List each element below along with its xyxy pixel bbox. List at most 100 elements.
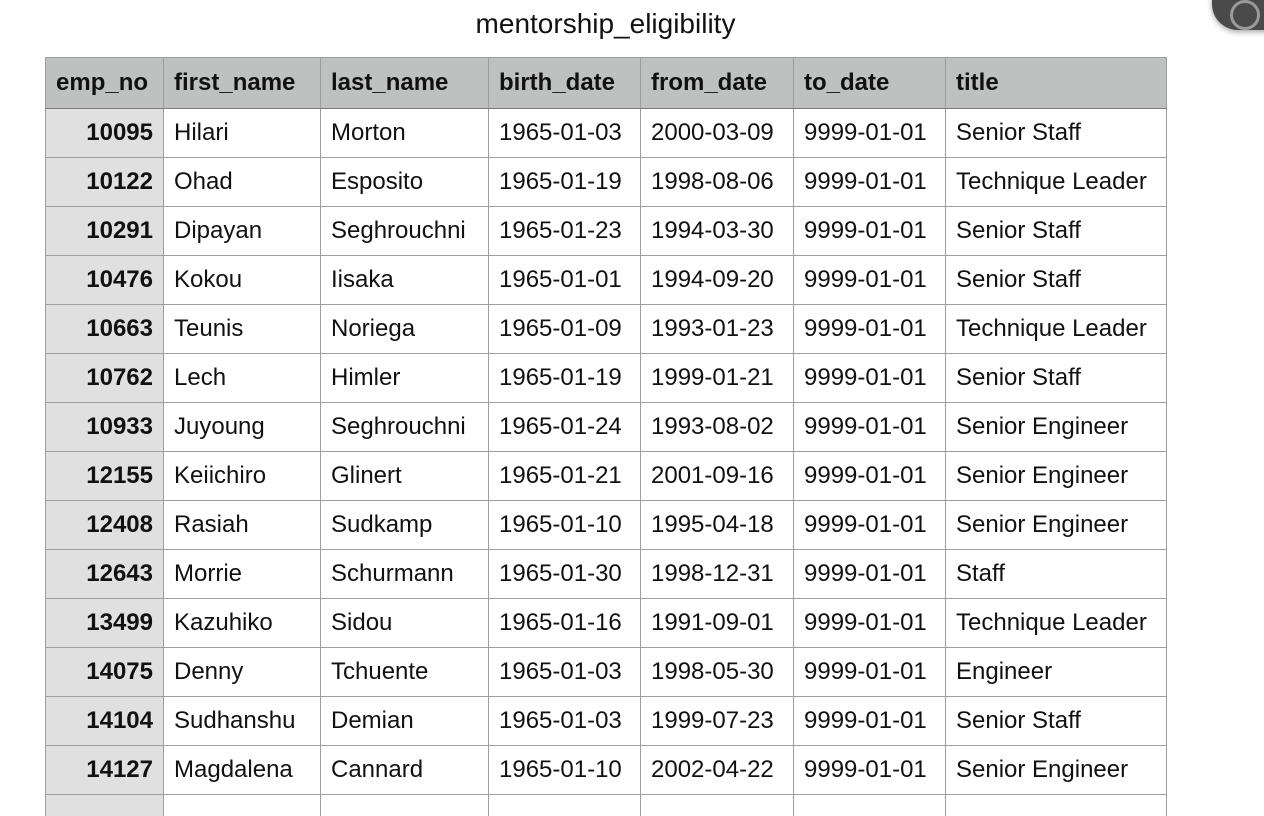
cell-from-date[interactable]: 2001-09-16 [640,451,794,501]
cell-birth-date[interactable]: 1965-01-23 [488,206,641,256]
cell-title[interactable]: Senior Staff [945,696,1167,746]
cell-last-name[interactable]: Schurmann [320,549,489,599]
cell-birth-date[interactable]: 1965-01-03 [488,647,641,697]
cell-birth-date[interactable]: 1965-01-03 [488,108,641,158]
cell-last-name[interactable]: Sudkamp [320,500,489,550]
cell-to-date[interactable]: 9999-01-01 [793,206,946,256]
cell-title[interactable]: Senior Engineer [945,500,1167,550]
cell-emp-no[interactable]: 10095 [45,108,164,158]
cell-title[interactable]: Senior Engineer [945,451,1167,501]
cell-first-name[interactable]: Hilari [163,108,321,158]
cell-first-name[interactable]: Teunis [163,304,321,354]
cell-first-name[interactable]: Morrie [163,549,321,599]
cell-title[interactable]: Senior Staff [945,353,1167,403]
cell-from-date[interactable] [640,794,794,816]
cell-birth-date[interactable] [488,794,641,816]
cell-title[interactable]: Senior Staff [945,255,1167,305]
cell-emp-no[interactable]: 12408 [45,500,164,550]
cell-first-name[interactable]: Rasiah [163,500,321,550]
cell-birth-date[interactable]: 1965-01-21 [488,451,641,501]
cell-first-name[interactable] [163,794,321,816]
cell-to-date[interactable] [793,794,946,816]
cell-last-name[interactable]: Tchuente [320,647,489,697]
cell-from-date[interactable]: 1998-12-31 [640,549,794,599]
cell-from-date[interactable]: 1994-09-20 [640,255,794,305]
cell-to-date[interactable]: 9999-01-01 [793,549,946,599]
cell-to-date[interactable]: 9999-01-01 [793,745,946,795]
cell-title[interactable]: Engineer [945,647,1167,697]
cell-emp-no[interactable]: 10291 [45,206,164,256]
cell-last-name[interactable]: Esposito [320,157,489,207]
cell-title[interactable] [945,794,1167,816]
cell-title[interactable]: Technique Leader [945,304,1167,354]
cell-first-name[interactable]: Juyoung [163,402,321,452]
cell-to-date[interactable]: 9999-01-01 [793,353,946,403]
cell-first-name[interactable]: Lech [163,353,321,403]
cell-first-name[interactable]: Ohad [163,157,321,207]
cell-emp-no[interactable]: 10476 [45,255,164,305]
cell-emp-no[interactable]: 14075 [45,647,164,697]
cell-birth-date[interactable]: 1965-01-24 [488,402,641,452]
cell-first-name[interactable]: Kokou [163,255,321,305]
cell-emp-no[interactable]: 12155 [45,451,164,501]
cell-to-date[interactable]: 9999-01-01 [793,696,946,746]
column-header-from-date[interactable]: from_date [640,57,794,109]
cell-birth-date[interactable]: 1965-01-09 [488,304,641,354]
column-header-birth-date[interactable]: birth_date [488,57,641,109]
column-header-to-date[interactable]: to_date [793,57,946,109]
cell-to-date[interactable]: 9999-01-01 [793,500,946,550]
cell-from-date[interactable]: 1993-08-02 [640,402,794,452]
cell-birth-date[interactable]: 1965-01-03 [488,696,641,746]
cell-to-date[interactable]: 9999-01-01 [793,647,946,697]
cell-from-date[interactable]: 1991-09-01 [640,598,794,648]
cell-from-date[interactable]: 2000-03-09 [640,108,794,158]
cell-to-date[interactable]: 9999-01-01 [793,255,946,305]
cell-emp-no[interactable]: 13499 [45,598,164,648]
column-header-last-name[interactable]: last_name [320,57,489,109]
cell-emp-no[interactable]: 14127 [45,745,164,795]
cell-last-name[interactable]: Sidou [320,598,489,648]
cell-birth-date[interactable]: 1965-01-19 [488,353,641,403]
cell-birth-date[interactable]: 1965-01-01 [488,255,641,305]
cell-first-name[interactable]: Keiichiro [163,451,321,501]
cell-from-date[interactable]: 1993-01-23 [640,304,794,354]
cell-from-date[interactable]: 1999-07-23 [640,696,794,746]
cell-to-date[interactable]: 9999-01-01 [793,451,946,501]
cell-last-name[interactable]: Himler [320,353,489,403]
cell-emp-no[interactable]: 10663 [45,304,164,354]
cell-from-date[interactable]: 1998-08-06 [640,157,794,207]
cell-first-name[interactable]: Magdalena [163,745,321,795]
cell-last-name[interactable]: Morton [320,108,489,158]
cell-to-date[interactable]: 9999-01-01 [793,157,946,207]
cell-first-name[interactable]: Kazuhiko [163,598,321,648]
cell-birth-date[interactable]: 1965-01-10 [488,745,641,795]
cell-first-name[interactable]: Dipayan [163,206,321,256]
cell-emp-no[interactable]: 10762 [45,353,164,403]
cell-emp-no[interactable]: 10122 [45,157,164,207]
cell-to-date[interactable]: 9999-01-01 [793,108,946,158]
cell-birth-date[interactable]: 1965-01-16 [488,598,641,648]
cell-last-name[interactable]: Seghrouchni [320,402,489,452]
cell-first-name[interactable]: Denny [163,647,321,697]
cell-birth-date[interactable]: 1965-01-19 [488,157,641,207]
cell-emp-no[interactable] [45,794,164,816]
cell-from-date[interactable]: 1998-05-30 [640,647,794,697]
cell-title[interactable]: Technique Leader [945,598,1167,648]
cell-from-date[interactable]: 2002-04-22 [640,745,794,795]
cell-title[interactable]: Senior Engineer [945,745,1167,795]
cell-to-date[interactable]: 9999-01-01 [793,304,946,354]
cell-emp-no[interactable]: 10933 [45,402,164,452]
cell-from-date[interactable]: 1994-03-30 [640,206,794,256]
cell-last-name[interactable] [320,794,489,816]
column-header-title[interactable]: title [945,57,1167,109]
cell-last-name[interactable]: Noriega [320,304,489,354]
cell-title[interactable]: Staff [945,549,1167,599]
cell-last-name[interactable]: Demian [320,696,489,746]
cell-birth-date[interactable]: 1965-01-30 [488,549,641,599]
cell-first-name[interactable]: Sudhanshu [163,696,321,746]
cell-last-name[interactable]: Glinert [320,451,489,501]
cell-emp-no[interactable]: 12643 [45,549,164,599]
column-header-first-name[interactable]: first_name [163,57,321,109]
cell-to-date[interactable]: 9999-01-01 [793,598,946,648]
cell-from-date[interactable]: 1999-01-21 [640,353,794,403]
